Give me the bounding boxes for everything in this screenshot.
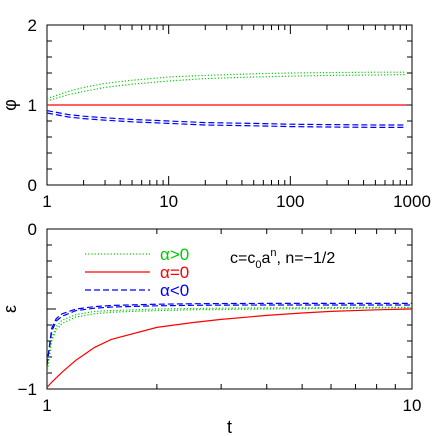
annotation-sub: 0 xyxy=(255,259,261,271)
annotation: c=c0an, n=−1/2 xyxy=(230,247,335,271)
y-tick-label: 2 xyxy=(28,16,37,35)
y-axis-label: ε xyxy=(0,305,20,313)
series-line-pos-1 xyxy=(47,71,407,100)
legend-label-pos: α>0 xyxy=(160,245,189,264)
x-tick-label: 1000 xyxy=(393,192,431,211)
annotation-base: a xyxy=(261,250,270,267)
x-axis-label: t xyxy=(227,417,232,436)
series-line-neg-3 xyxy=(47,304,412,366)
y-tick-label: 1 xyxy=(28,96,37,115)
legend-label-zero: α=0 xyxy=(160,263,189,282)
series-line-pos-0 xyxy=(47,307,412,374)
y-tick-label: −1 xyxy=(18,380,37,399)
x-tick-label: 10 xyxy=(159,192,178,211)
y-tick-label: 0 xyxy=(28,176,37,195)
series-line-pos-1 xyxy=(47,306,412,374)
y-axis-label: φ xyxy=(0,99,20,111)
series-line-pos-0 xyxy=(47,74,407,102)
series-line-zero-2 xyxy=(47,308,412,388)
series-line-neg-4 xyxy=(47,302,412,366)
series-line-neg-4 xyxy=(47,112,407,129)
legend-label-neg: α<0 xyxy=(160,281,189,300)
annotation-prefix: c=c xyxy=(230,250,255,267)
legend: α>0α=0α<0 xyxy=(85,245,189,300)
x-tick-label: 10 xyxy=(403,396,422,415)
series-line-neg-3 xyxy=(47,110,407,126)
annotation-sup: n xyxy=(270,247,276,259)
x-tick-label: 1 xyxy=(42,396,51,415)
annotation-suffix: , n=−1/2 xyxy=(277,250,336,267)
x-tick-label: 1 xyxy=(42,192,51,211)
x-tick-label: 100 xyxy=(276,192,304,211)
y-tick-label: 0 xyxy=(28,220,37,239)
